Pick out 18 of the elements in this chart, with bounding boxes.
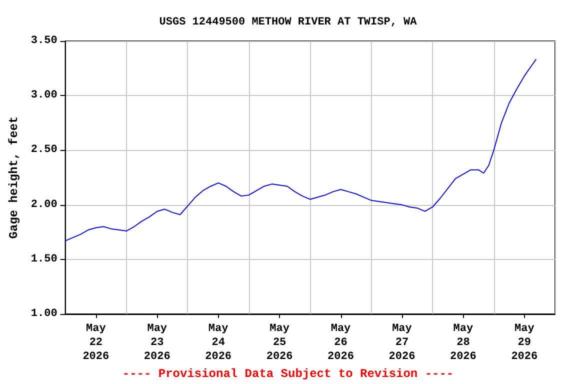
- x-tick-label: May 27 2026: [388, 323, 416, 363]
- text: ---- Provisional Data Subject to Revision ----: [122, 367, 454, 381]
- x-tick-label: May 29 2026: [511, 323, 538, 363]
- y-tick-label: 3.00: [30, 90, 58, 102]
- y-axis-title: Gage height, feet: [7, 116, 21, 239]
- line-series: [64, 59, 536, 242]
- x-tick-label: May 25 2026: [266, 323, 293, 363]
- x-tick-label: May 24 2026: [205, 323, 232, 363]
- chart-title: USGS 12449500 METHOW RIVER AT TWISP, WA: [159, 16, 418, 28]
- x-tick-label: May 28 2026: [450, 323, 476, 363]
- y-tick-label: 1.50: [30, 253, 58, 266]
- x-tick-label: May 26 2026: [328, 323, 354, 363]
- y-tick-label: 2.50: [30, 144, 58, 156]
- y-tick-label: 1.00: [30, 308, 58, 320]
- y-tick-label: 3.50: [30, 35, 58, 47]
- x-tick-label: May 23 2026: [144, 323, 170, 363]
- y-tick-label: 2.00: [30, 198, 58, 211]
- x-tick-label: May 22 2026: [82, 323, 110, 363]
